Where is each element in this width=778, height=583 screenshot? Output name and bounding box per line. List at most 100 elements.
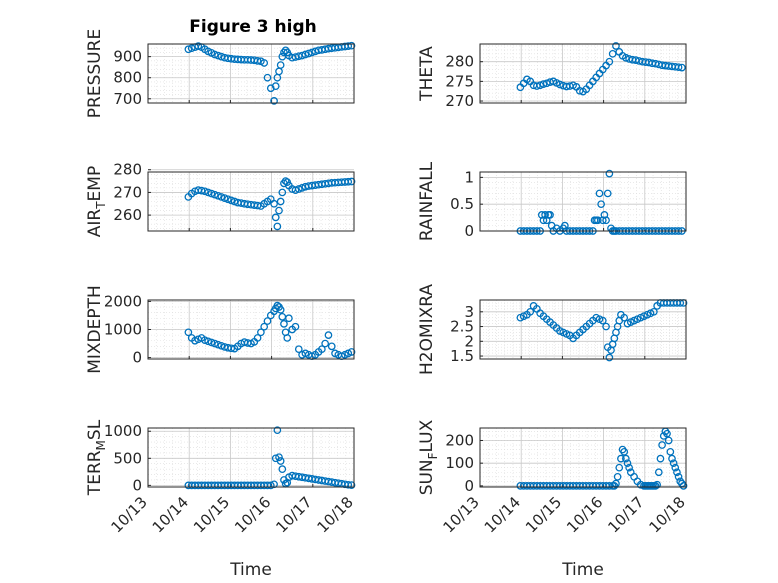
x-tick-label: 10/15 bbox=[190, 493, 233, 536]
y-tick-label: 275 bbox=[445, 72, 474, 90]
data-point bbox=[666, 447, 675, 456]
data-point bbox=[602, 216, 610, 225]
y-axis-label: PRESSURE bbox=[85, 29, 105, 118]
data-point bbox=[207, 338, 216, 347]
data-point bbox=[204, 337, 213, 346]
data-point bbox=[273, 426, 282, 435]
data-point bbox=[595, 189, 604, 198]
axes-frame bbox=[147, 43, 355, 104]
data-point bbox=[533, 82, 541, 90]
axes-frame bbox=[147, 299, 355, 360]
y-tick-label: 0 bbox=[132, 476, 142, 494]
data-point bbox=[603, 189, 612, 198]
data-point bbox=[260, 59, 269, 67]
data-point bbox=[271, 82, 280, 90]
y-tick-label: 280 bbox=[113, 161, 142, 179]
axes-frame bbox=[147, 171, 355, 232]
data-point bbox=[298, 51, 306, 60]
data-point bbox=[663, 429, 671, 438]
data-point bbox=[674, 63, 683, 72]
x-tick-label: 10/14 bbox=[149, 493, 192, 536]
data-point bbox=[620, 447, 629, 456]
axes-frame bbox=[147, 427, 355, 488]
data-point bbox=[623, 459, 632, 468]
y-tick-label: 280 bbox=[445, 53, 474, 71]
data-point bbox=[214, 191, 222, 200]
data-point bbox=[347, 348, 356, 356]
data-point bbox=[526, 307, 535, 316]
x-tick-label: 10/18 bbox=[314, 493, 357, 536]
data-point bbox=[620, 313, 629, 322]
y-tick-label: 260 bbox=[113, 206, 142, 224]
data-point bbox=[658, 441, 666, 449]
data-point bbox=[276, 197, 285, 206]
data-point bbox=[263, 73, 272, 82]
data-point bbox=[669, 459, 678, 468]
data-point bbox=[324, 331, 333, 339]
y-tick-label: 0 bbox=[132, 349, 142, 367]
data-point bbox=[270, 97, 278, 105]
data-point bbox=[605, 482, 614, 490]
data-point bbox=[617, 454, 625, 463]
data-point bbox=[275, 453, 283, 462]
y-axis-label: THETA bbox=[417, 46, 437, 102]
data-point bbox=[201, 336, 209, 345]
y-axis-label: TERRMSL bbox=[85, 419, 108, 496]
data-point bbox=[291, 186, 300, 195]
data-point bbox=[625, 463, 633, 472]
axes-frame bbox=[479, 299, 687, 360]
data-point bbox=[615, 463, 624, 472]
data-point bbox=[266, 481, 275, 490]
x-tick-label: 10/13 bbox=[440, 493, 483, 536]
y-tick-label: 0 bbox=[464, 222, 474, 240]
x-tick-label: 10/16 bbox=[563, 493, 606, 536]
y-axis-label: SUNFLUX bbox=[417, 419, 440, 495]
data-point bbox=[605, 353, 614, 362]
y-tick-label: 3 bbox=[464, 303, 474, 321]
data-point bbox=[278, 465, 287, 473]
data-point bbox=[651, 482, 660, 490]
y-axis-label: MIXDEPTH bbox=[85, 285, 105, 374]
data-point bbox=[276, 305, 285, 314]
axes-frame bbox=[479, 43, 687, 104]
data-point bbox=[201, 187, 209, 196]
y-axis-label: H2OMIXRA bbox=[417, 284, 437, 375]
data-point bbox=[327, 342, 336, 351]
data-point bbox=[276, 457, 285, 465]
subplot-0: 700 800 900 PRESSURE Figure 3 high bbox=[85, 17, 356, 118]
axes-background bbox=[480, 428, 686, 487]
data-point bbox=[671, 463, 680, 472]
data-point bbox=[184, 45, 193, 54]
data-point bbox=[602, 322, 610, 331]
x-tick-label: 10/17 bbox=[604, 493, 647, 536]
y-tick-label: 200 bbox=[445, 431, 474, 449]
x-tick-label: 10/17 bbox=[272, 493, 315, 536]
data-point bbox=[294, 345, 303, 354]
y-tick-label: 2 bbox=[464, 332, 474, 350]
x-tick-label: 10/16 bbox=[231, 493, 274, 536]
subplot-2: 260 270 280 AIRTEMP bbox=[85, 161, 356, 237]
data-point bbox=[668, 454, 676, 463]
data-point bbox=[271, 213, 280, 222]
data-point bbox=[184, 328, 193, 337]
data-point bbox=[210, 339, 219, 348]
data-point bbox=[679, 482, 688, 490]
data-point bbox=[650, 307, 658, 316]
data-point bbox=[294, 185, 303, 193]
x-axis-label: Time bbox=[561, 560, 604, 580]
data-point bbox=[613, 472, 622, 481]
y-tick-label: 900 bbox=[113, 48, 142, 66]
axes-background bbox=[480, 172, 686, 231]
y-tick-label: 0.5 bbox=[450, 195, 474, 213]
x-tick-label: 10/18 bbox=[646, 493, 689, 536]
data-point bbox=[653, 480, 662, 489]
data-point bbox=[224, 195, 232, 204]
y-tick-label: 1000 bbox=[104, 321, 142, 339]
subplot-title: Figure 3 high bbox=[189, 17, 317, 37]
data-point bbox=[593, 216, 602, 225]
data-point bbox=[678, 63, 686, 72]
